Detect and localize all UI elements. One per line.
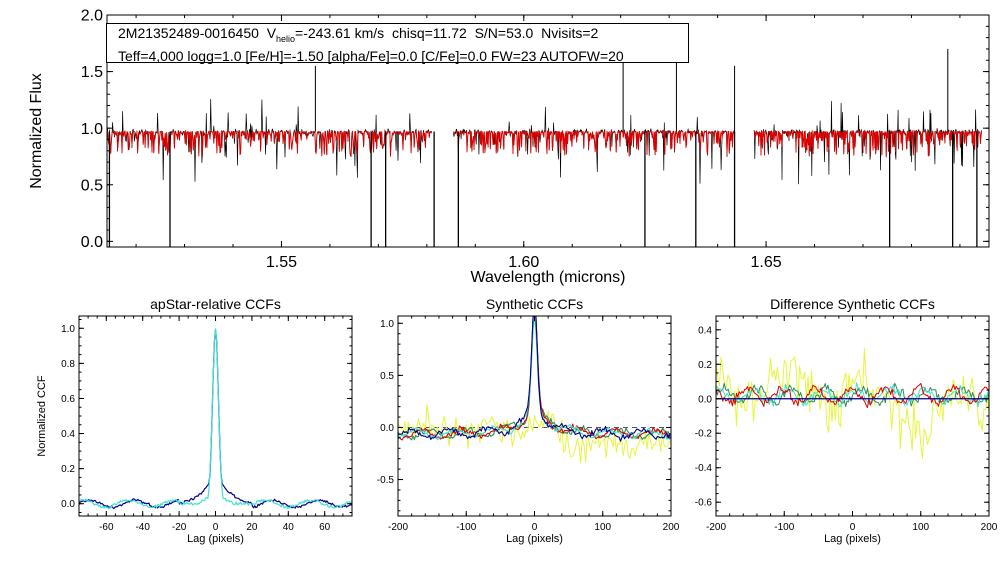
chart-title: Synthetic CCFs: [486, 296, 583, 312]
vhelio-label: V: [266, 25, 277, 41]
chart-title: Difference Synthetic CCFs: [770, 296, 935, 312]
y-tick-label: 0.2: [698, 360, 712, 371]
y-tick-label: -0.5: [377, 475, 395, 486]
y-axis-label: Normalized CCF: [36, 375, 48, 457]
observed-spectrum-chip-1: [107, 98, 433, 182]
model-spectrum-chip-2: [453, 131, 736, 157]
x-tick-label: -100: [774, 522, 794, 533]
y-tick-label: 1.5: [81, 64, 103, 81]
y-tick-label: 0.6: [61, 394, 75, 405]
panel-spectrum: 1.55 1.60 1.65 0.0 0.5 1.0 1.5 2.0 Wavelength (m…: [28, 8, 990, 286]
y-tick-label: -0.6: [695, 498, 713, 509]
axes-frame: [715, 315, 990, 517]
diff-yellow-series: [716, 348, 989, 460]
y-tick-label: 0.8: [61, 359, 75, 370]
plot-area: [79, 328, 352, 510]
y-tick-label: 0.0: [81, 234, 103, 251]
y-tick-label: 0.5: [81, 177, 103, 194]
y-tick-label: 1.0: [61, 324, 75, 335]
plot-area: [107, 31, 983, 247]
x-tick-label: 200: [981, 522, 998, 533]
x-tick-label: -40: [135, 522, 150, 533]
panel-apstar_ccf: -60 -40 -20 0 20 40 60 0.0 0.2 0.4 0.6 0.8 1.0 apStar…: [36, 296, 353, 545]
x-tick-label: 40: [283, 522, 295, 533]
y-tick-label: 1.0: [81, 121, 103, 138]
y-axis-label: Normalized Flux: [28, 73, 45, 189]
plot-area: [398, 316, 671, 464]
vhelio-subscript: helio: [276, 33, 296, 44]
model-spectrum-chip-3: [753, 131, 982, 157]
y-tick-label: -0.2: [695, 429, 713, 440]
ccf-series-2: [79, 328, 352, 510]
info-line-2: Teff=4,000 logg=1.0 [Fe/H]=-1.50 [alpha/…: [118, 47, 624, 64]
y-tick-label: 0.0: [380, 423, 394, 434]
chart-title: apStar-relative CCFs: [150, 296, 281, 312]
star-info-box: 2M21352489-0016450 Vhelio=-243.61 km/s c…: [106, 23, 689, 64]
y-tick-label: 0.5: [380, 371, 394, 382]
y-tick-label: 0.0: [61, 499, 75, 510]
star-id: 2M21352489-0016450: [118, 25, 259, 41]
ccf-difference-series: [398, 404, 671, 464]
x-axis-label: Lag (pixels): [187, 533, 244, 545]
ccf-synthetic-series-3: [398, 316, 671, 441]
x-tick-label: 100: [912, 522, 929, 533]
observed-spectrum-chip-3: [753, 100, 983, 185]
x-tick-label: 1.60: [508, 254, 539, 271]
x-axis-label: Lag (pixels): [824, 533, 881, 545]
y-tick-label: 0.4: [61, 429, 75, 440]
x-tick-label: 100: [594, 522, 611, 533]
x-tick-label: 0: [213, 522, 219, 533]
y-tick-label: 1.0: [380, 319, 394, 330]
ccf-series-1: [79, 328, 352, 510]
axes-frame: [106, 14, 990, 248]
y-tick-label: -0.4: [695, 463, 713, 474]
panel-synthetic_ccf: -200 -100 0 100 200 -0.5 0.0 0.5 1.0 Synthetic CC…: [377, 296, 680, 545]
nvisits-value: Nvisits=2: [541, 25, 599, 41]
x-tick-label: 1.65: [751, 254, 782, 271]
vhelio-value: =-243.61 km/s: [295, 25, 385, 41]
x-tick-label: -100: [456, 522, 476, 533]
info-line-1: 2M21352489-0016450 Vhelio=-243.61 km/s c…: [118, 25, 688, 48]
panel-difference_ccf: -200 -100 0 100 200 -0.6 -0.4 -0.2 0.0 0.2 0.4 Diff…: [695, 296, 998, 545]
x-tick-label: 200: [663, 522, 680, 533]
x-tick-label: 60: [319, 522, 331, 533]
ccf-synthetic-series-4: [398, 316, 671, 442]
y-tick-label: 2.0: [81, 8, 103, 25]
snr-value: S/N=53.0: [474, 25, 534, 41]
y-tick-label: 0.0: [698, 394, 712, 405]
x-tick-label: -20: [172, 522, 187, 533]
model-spectrum-chip-1: [107, 131, 433, 157]
x-axis-label: Lag (pixels): [506, 533, 563, 545]
x-tick-label: 0: [532, 522, 538, 533]
x-tick-label: -200: [388, 522, 408, 533]
chisq-value: chisq=11.72: [391, 25, 467, 41]
x-tick-label: -200: [706, 522, 726, 533]
x-tick-label: -60: [99, 522, 114, 533]
x-tick-label: 20: [246, 522, 258, 533]
ccf-synthetic-series-2: [398, 316, 671, 441]
x-tick-label: 1.55: [266, 254, 297, 271]
x-axis-label: Wavelength (microns): [470, 269, 625, 286]
y-tick-label: 0.4: [698, 325, 712, 336]
x-tick-label: 0: [850, 522, 856, 533]
y-tick-label: 0.2: [61, 464, 75, 475]
plot-area: [716, 348, 989, 460]
axes-frame: [78, 315, 353, 517]
